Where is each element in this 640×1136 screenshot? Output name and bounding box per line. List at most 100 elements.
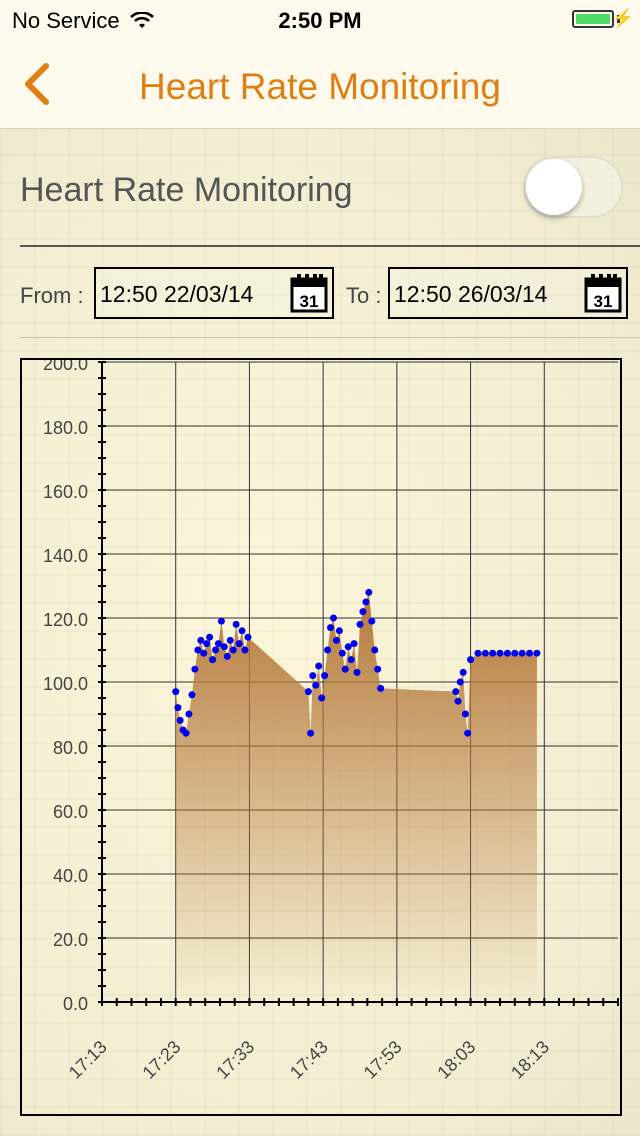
heart-rate-point: [226, 636, 234, 644]
heart-rate-point: [474, 649, 482, 657]
heart-rate-point: [229, 646, 237, 654]
x-tick-label: 18:13: [507, 1037, 553, 1083]
heart-rate-point: [371, 646, 379, 654]
heart-rate-point: [309, 672, 317, 680]
x-tick-label: 17:33: [212, 1037, 258, 1083]
y-tick-label: 180.0: [43, 418, 88, 438]
y-tick-label: 200.0: [43, 360, 88, 374]
heart-rate-point: [197, 636, 205, 644]
heart-rate-point: [350, 640, 358, 648]
heart-rate-point: [235, 640, 243, 648]
heart-rate-point: [185, 710, 193, 718]
heart-rate-point: [194, 646, 202, 654]
heart-rate-point: [377, 684, 385, 692]
heart-rate-point: [203, 640, 211, 648]
heart-rate-point: [172, 688, 180, 696]
heart-rate-point: [318, 694, 326, 702]
heart-rate-point: [353, 668, 361, 676]
heart-rate-point: [511, 649, 519, 657]
heart-rate-point: [238, 627, 246, 635]
heart-rate-point: [244, 633, 252, 641]
status-bar: No Service 2:50 PM ⚡: [0, 0, 640, 40]
from-date-field[interactable]: 12:50 22/03/14 31: [94, 267, 334, 319]
charging-icon: ⚡: [611, 8, 634, 28]
heart-rate-point: [481, 649, 489, 657]
calendar-icon[interactable]: 31: [290, 273, 328, 313]
heart-rate-point: [206, 633, 214, 641]
heart-rate-point: [304, 688, 312, 696]
y-tick-label: 160.0: [43, 482, 88, 502]
y-tick-label: 60.0: [53, 802, 88, 822]
heart-rate-point: [332, 636, 340, 644]
heart-rate-point: [324, 646, 332, 654]
navigation-bar: Heart Rate Monitoring: [0, 40, 640, 129]
heart-rate-point: [454, 697, 462, 705]
x-tick-label: 18:03: [433, 1037, 479, 1083]
y-tick-label: 0.0: [63, 994, 88, 1014]
divider: [20, 337, 640, 338]
svg-text:31: 31: [594, 292, 613, 311]
heart-rate-point: [341, 665, 349, 673]
page-title: Heart Rate Monitoring: [139, 66, 501, 107]
heart-rate-point: [200, 649, 208, 657]
heart-rate-point: [347, 656, 355, 664]
heart-rate-point: [362, 598, 370, 606]
to-date-field[interactable]: 12:50 26/03/14 31: [388, 267, 628, 319]
x-tick-label: 17:43: [286, 1037, 332, 1083]
heart-rate-point: [220, 643, 228, 651]
y-tick-label: 100.0: [43, 674, 88, 694]
chart-svg: 0.0 20.0 40.0 60.0 80.0 100.0 120.0 140.0 160.0 1…: [43, 360, 619, 1083]
divider: [20, 245, 640, 247]
heart-rate-point: [344, 643, 352, 651]
heart-rate-point: [533, 649, 541, 657]
content-area: Heart Rate Monitoring From : 12:50 22/03…: [0, 129, 640, 1136]
back-button[interactable]: [20, 62, 60, 106]
heart-rate-area: [175, 592, 537, 1002]
wifi-icon: [129, 12, 154, 28]
calendar-icon[interactable]: 31: [584, 273, 622, 313]
y-tick-label: 140.0: [43, 546, 88, 566]
heart-rate-point: [335, 627, 343, 635]
heart-rate-point: [241, 646, 249, 654]
heart-rate-point: [467, 656, 475, 664]
heart-rate-point: [489, 649, 497, 657]
heart-rate-point: [307, 729, 315, 737]
heart-rate-point: [176, 716, 184, 724]
x-tick-label: 17:13: [65, 1037, 111, 1083]
heart-rate-point: [174, 704, 182, 712]
heart-rate-point: [191, 665, 199, 673]
heart-rate-point: [496, 649, 504, 657]
toggle-knob: [526, 159, 582, 215]
x-tick-label: 17:23: [139, 1037, 185, 1083]
heart-rate-point: [232, 620, 240, 628]
heart-rate-point: [503, 649, 511, 657]
heart-rate-point: [182, 729, 190, 737]
heart-rate-point: [359, 608, 367, 616]
heart-rate-point: [464, 729, 472, 737]
to-date-value: 12:50 26/03/14: [394, 281, 548, 307]
x-tick-label: 17:53: [360, 1037, 406, 1083]
heart-rate-point: [321, 672, 329, 680]
heart-rate-point: [374, 665, 382, 673]
heart-rate-point: [356, 620, 364, 628]
heart-rate-point: [217, 617, 225, 625]
monitoring-toggle[interactable]: [523, 156, 623, 218]
heart-rate-point: [188, 691, 196, 699]
svg-text:31: 31: [300, 292, 319, 311]
y-tick-label: 20.0: [53, 930, 88, 950]
heart-rate-point: [338, 649, 346, 657]
y-tick-label: 120.0: [43, 610, 88, 630]
heart-rate-point: [365, 588, 373, 596]
heart-rate-chart: 0.0 20.0 40.0 60.0 80.0 100.0 120.0 140.0 160.0 1…: [20, 358, 622, 1116]
from-label: From :: [20, 283, 84, 308]
heart-rate-point: [456, 678, 464, 686]
carrier-label: No Service: [12, 8, 120, 33]
heart-rate-point: [209, 656, 217, 664]
heart-rate-point: [312, 681, 320, 689]
heart-rate-point: [315, 662, 323, 670]
monitoring-label: Heart Rate Monitoring: [20, 171, 353, 209]
heart-rate-point: [459, 668, 467, 676]
heart-rate-point: [327, 624, 335, 632]
heart-rate-point: [368, 617, 376, 625]
status-time: 2:50 PM: [278, 8, 362, 33]
